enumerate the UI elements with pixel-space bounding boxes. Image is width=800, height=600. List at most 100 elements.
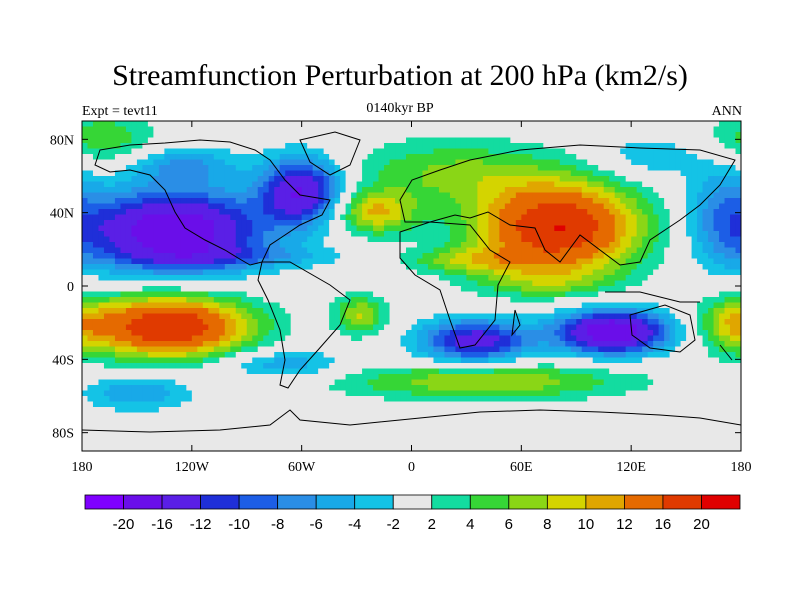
field-cell [125,220,133,227]
field-cell [136,143,144,150]
field-cell [120,137,127,144]
field-cell [411,341,418,348]
field-cell [219,275,226,282]
field-cell [279,269,286,276]
field-cell [466,330,473,337]
field-cell [389,132,396,139]
field-cell [114,258,122,265]
field-cell [345,198,352,205]
field-cell [290,341,297,348]
field-cell [208,341,215,348]
field-cell [642,192,649,199]
field-cell [609,308,616,315]
field-cell [548,181,555,188]
field-cell [169,264,176,271]
field-cell [603,159,610,166]
field-cell [318,225,325,232]
field-cell [136,225,144,232]
field-cell [620,308,627,315]
field-cell [493,313,500,320]
field-cell [169,137,176,144]
field-cell [642,335,649,342]
field-cell [680,242,687,249]
field-cell [142,154,149,161]
field-cell [169,330,176,337]
field-cell [570,154,577,161]
field-cell [252,154,259,161]
field-cell [735,258,741,265]
field-cell [559,170,566,177]
field-cell [724,286,731,293]
field-cell [323,165,330,172]
field-cell [625,302,632,309]
field-cell [603,176,610,183]
field-cell [136,159,144,166]
field-cell [279,148,286,155]
field-cell [230,269,237,276]
field-cell [642,253,649,260]
field-cell [92,225,100,232]
field-cell [274,341,281,348]
field-cell [153,242,160,249]
field-cell [395,132,402,139]
field-cell [631,181,638,188]
field-cell [213,341,220,348]
field-cell [438,242,446,249]
field-cell [713,341,720,348]
field-cell [312,253,319,260]
field-cell [125,203,133,210]
field-cell [510,264,517,271]
field-cell [642,198,649,205]
field-cell [526,341,533,348]
field-cell [664,231,671,238]
field-cell [653,253,660,260]
field-cell [158,198,165,205]
field-cell [208,231,215,238]
field-cell [164,143,171,150]
field-cell [147,214,154,221]
field-cell [389,269,396,276]
field-cell [570,236,577,243]
field-cell [548,269,555,276]
field-cell [378,209,385,216]
field-cell [82,308,89,315]
field-cell [614,148,621,155]
field-cell [730,148,737,155]
field-cell [625,242,632,249]
field-cell [449,335,457,342]
field-cell [499,154,506,161]
field-cell [307,247,314,254]
field-cell [285,220,292,227]
field-cell [356,154,363,161]
field-cell [334,170,341,177]
field-cell [565,214,572,221]
field-cell [296,220,303,227]
field-cell [219,143,226,150]
field-cell [180,264,187,271]
field-cell [87,165,94,172]
field-cell [147,192,154,199]
field-cell [169,319,176,326]
field-cell [191,192,198,199]
field-cell [669,225,676,232]
field-cell [208,242,215,249]
field-cell [460,209,468,216]
field-cell [197,275,204,282]
field-cell [169,291,176,298]
field-cell [197,209,204,216]
field-cell [455,313,462,320]
field-cell [180,275,187,282]
field-cell [362,264,369,271]
field-cell [87,330,94,337]
field-cell [82,253,89,260]
field-cell [625,236,632,243]
field-cell [345,242,352,249]
field-cell [675,132,682,139]
field-cell [532,291,539,298]
field-cell [548,170,555,177]
field-cell [449,236,457,243]
field-cell [224,297,231,304]
field-cell [395,154,402,161]
field-cell [576,286,583,293]
field-cell [323,335,330,342]
